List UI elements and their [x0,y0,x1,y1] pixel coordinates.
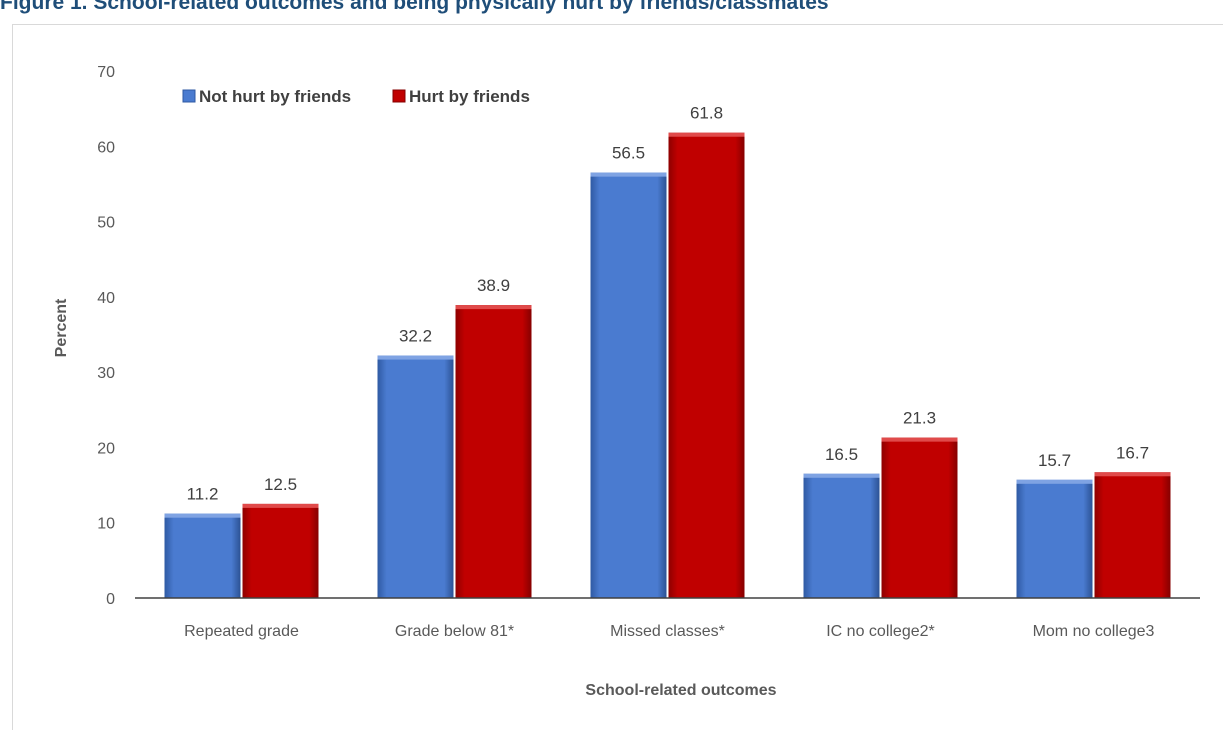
bar-hurt-4 [1094,472,1171,598]
bar-top-highlight [164,513,241,518]
data-label: 61.8 [690,104,723,123]
legend-swatch [182,89,196,103]
data-label: 56.5 [612,144,645,163]
bar-top-highlight [242,503,319,508]
bar-top-highlight [455,305,532,310]
bars [164,132,1171,598]
data-label: 11.2 [187,485,219,504]
data-label: 21.3 [903,409,936,428]
x-tick-label: Repeated grade [184,623,299,640]
y-tick-label: 60 [97,139,115,156]
legend-label: Not hurt by friends [199,87,351,106]
x-axis-title: School-related outcomes [585,682,776,699]
bar-hurt-1 [455,305,532,598]
bar-top-highlight [377,355,454,360]
y-tick-label: 70 [97,64,115,81]
bar-top-highlight [803,473,880,478]
legend: Not hurt by friends Hurt by friends [182,87,530,106]
data-label: 16.7 [1116,443,1149,462]
bar-hurt-2 [668,132,745,598]
data-label: 16.5 [825,445,858,464]
legend-swatch [392,89,406,103]
y-tick-label: 30 [97,365,115,382]
y-axis-ticks: 0 10 20 30 40 50 60 70 [97,64,115,608]
bar-hurt-3 [881,437,958,598]
data-label: 15.7 [1038,451,1071,470]
bar-not-hurt-1 [377,355,454,598]
bar-not-hurt-3 [803,473,880,598]
bar-top-highlight [668,132,745,137]
y-axis-title: Percent [53,298,70,357]
bar-top-highlight [590,172,667,177]
figure-title: Figure 1. School-related outcomes and be… [0,0,829,14]
data-labels: 11.2 12.5 32.2 38.9 56.5 61.8 16.5 21.3 15.7 16.7 [187,104,1149,504]
y-tick-label: 20 [97,440,115,457]
bar-top-highlight [881,437,958,442]
y-tick-label: 0 [106,591,115,608]
y-tick-label: 10 [97,516,115,533]
bar-hurt-0 [242,503,319,598]
legend-label: Hurt by friends [409,87,530,106]
x-tick-label: IC no college2* [826,623,935,640]
x-tick-label: Missed classes* [610,623,725,640]
bar-top-highlight [1016,479,1093,484]
data-label: 32.2 [399,327,432,346]
y-tick-label: 40 [97,290,115,307]
y-tick-label: 50 [97,215,115,232]
bar-top-highlight [1094,472,1171,477]
x-tick-label: Mom no college3 [1033,623,1155,640]
data-label: 12.5 [264,475,297,494]
data-label: 38.9 [477,276,510,295]
x-axis-ticks: Repeated grade Grade below 81* Missed clas… [184,623,1154,640]
x-tick-label: Grade below 81* [395,623,514,640]
chart-frame [12,24,1223,730]
bar-not-hurt-2 [590,172,667,598]
bar-not-hurt-0 [164,513,241,598]
bar-not-hurt-4 [1016,479,1093,598]
